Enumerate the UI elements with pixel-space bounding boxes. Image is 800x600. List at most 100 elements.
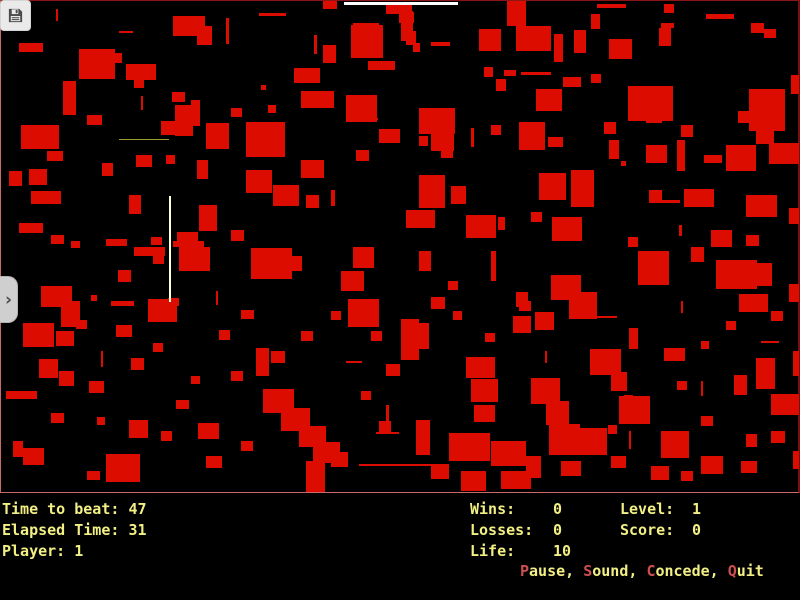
red-block <box>548 137 563 147</box>
red-block <box>101 351 103 367</box>
red-block <box>106 239 127 246</box>
red-block <box>323 1 337 9</box>
red-block <box>651 466 669 480</box>
red-block <box>241 441 253 451</box>
stat-losses: Losses: 0 <box>470 521 562 540</box>
red-block <box>431 464 449 479</box>
red-block <box>306 461 325 492</box>
red-block <box>793 351 799 376</box>
red-block <box>609 39 632 59</box>
floppy-disk-icon <box>8 8 23 23</box>
red-block <box>102 163 113 176</box>
playfield[interactable] <box>0 0 800 493</box>
stat-wins: Wins: 0 <box>470 500 562 519</box>
red-block <box>59 371 74 386</box>
red-block <box>281 408 310 431</box>
red-block <box>746 235 759 246</box>
command-menu: Pause, Sound, Concede, Quit <box>520 562 764 581</box>
red-block <box>299 426 326 447</box>
red-block <box>71 241 80 248</box>
red-block <box>63 81 76 115</box>
red-block <box>749 89 785 131</box>
red-block <box>51 235 64 244</box>
red-block <box>552 217 582 241</box>
menu-item-pause[interactable]: Pause <box>520 562 565 580</box>
red-block <box>711 230 732 247</box>
red-block <box>349 118 378 120</box>
red-block <box>479 29 501 51</box>
red-block <box>496 79 506 91</box>
menu-separator: , <box>709 562 728 580</box>
red-block <box>206 123 229 149</box>
red-block <box>161 121 176 135</box>
red-block <box>419 108 455 134</box>
stat-value: 1 <box>692 500 702 518</box>
red-block <box>89 381 104 393</box>
drawer-handle[interactable]: › <box>0 276 18 323</box>
red-block <box>453 311 462 320</box>
red-block <box>771 311 783 321</box>
red-block <box>294 68 320 83</box>
red-block <box>111 301 134 306</box>
red-block <box>87 115 102 125</box>
red-block <box>87 471 100 480</box>
red-block <box>341 271 364 291</box>
red-block <box>89 65 99 73</box>
red-block <box>791 75 799 94</box>
red-block <box>789 284 799 302</box>
red-block <box>301 331 313 341</box>
save-button[interactable] <box>0 0 31 31</box>
red-block <box>431 42 450 46</box>
menu-item-concede[interactable]: Concede <box>646 562 709 580</box>
red-block <box>306 195 319 208</box>
stat-player: Player: 1 <box>2 542 83 561</box>
red-block <box>191 376 200 384</box>
red-block <box>591 74 601 83</box>
red-block <box>56 331 74 346</box>
red-block <box>379 421 391 432</box>
red-block <box>173 241 204 247</box>
red-block <box>61 301 80 327</box>
stat-label: Time to beat: <box>2 500 129 518</box>
red-block <box>136 155 152 167</box>
red-block <box>331 452 348 467</box>
red-block <box>376 432 399 434</box>
red-block <box>608 425 617 434</box>
red-block <box>704 155 722 163</box>
menu-item-quit[interactable]: Quit <box>728 562 764 580</box>
red-block <box>31 191 61 204</box>
red-block <box>629 328 638 349</box>
stat-label: Level: <box>620 500 675 518</box>
red-block <box>386 5 412 14</box>
red-block <box>501 471 531 489</box>
red-block <box>451 186 466 204</box>
red-block <box>646 111 662 123</box>
red-block <box>535 312 554 330</box>
red-block <box>19 43 43 52</box>
red-block <box>504 70 516 76</box>
menu-item-label: uit <box>736 562 764 580</box>
menu-hotkey: S <box>583 562 593 580</box>
red-block <box>9 171 22 186</box>
red-block <box>756 358 775 389</box>
red-block <box>406 31 416 45</box>
red-block <box>569 292 597 319</box>
red-block <box>168 298 179 306</box>
menu-item-sound[interactable]: Sound <box>583 562 628 580</box>
menu-hotkey: P <box>520 562 530 580</box>
red-block <box>379 129 400 143</box>
red-block <box>746 434 757 447</box>
red-block <box>386 364 400 376</box>
red-block <box>679 225 682 236</box>
red-block <box>129 195 141 214</box>
red-block <box>6 391 37 399</box>
red-block <box>597 4 626 8</box>
red-block <box>604 122 616 134</box>
red-block <box>771 394 799 415</box>
red-block <box>371 331 382 341</box>
red-block <box>91 295 97 301</box>
red-block <box>739 294 768 312</box>
red-block <box>516 292 528 307</box>
red-block <box>611 372 627 391</box>
